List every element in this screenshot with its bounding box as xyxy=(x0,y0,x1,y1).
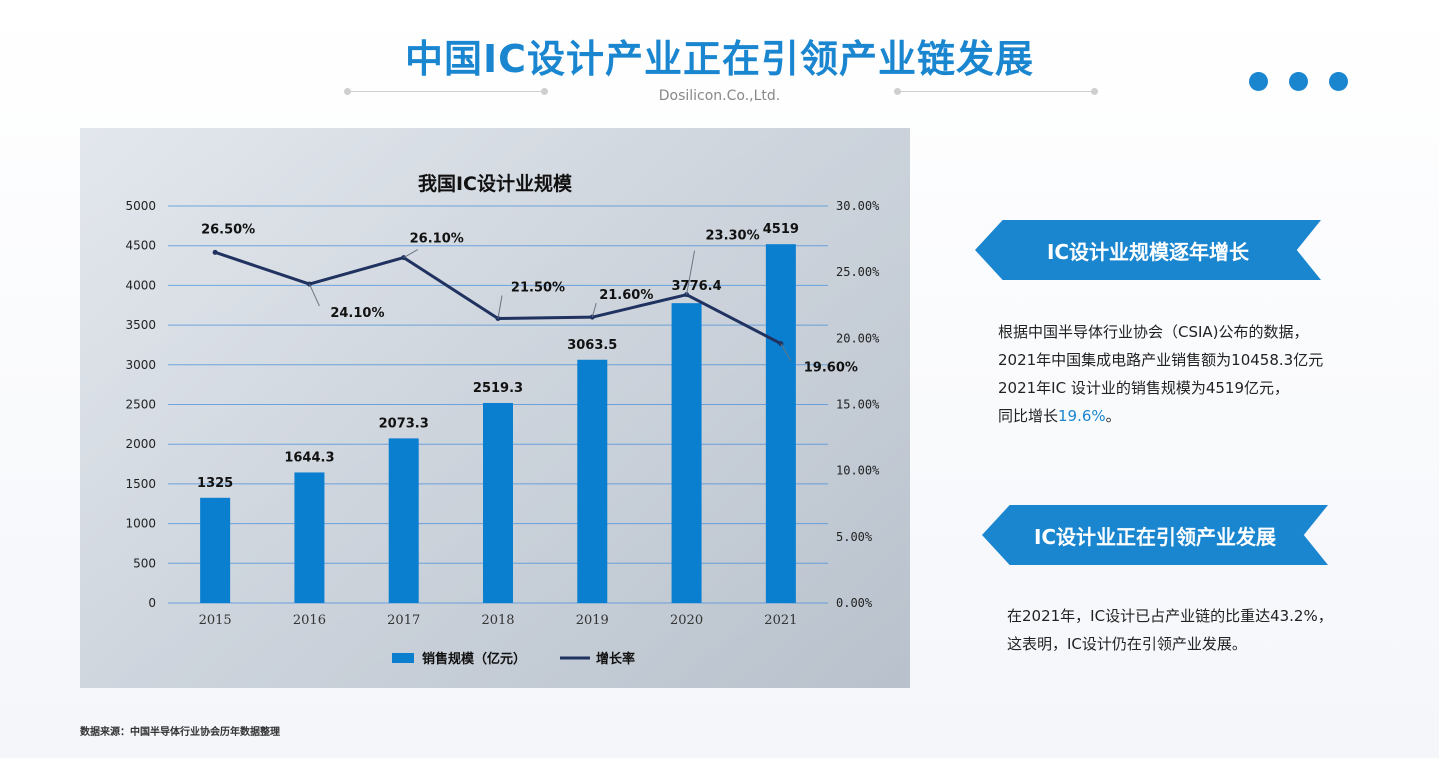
bar-data-label: 1325 xyxy=(197,476,233,491)
y-left-tick-label: 4000 xyxy=(125,278,156,292)
bar-data-label: 3063.5 xyxy=(567,338,617,353)
decorative-dot xyxy=(1329,72,1348,91)
y-left-tick-label: 5000 xyxy=(125,199,156,213)
section-banner-growth: IC设计业规模逐年增长 xyxy=(975,220,1321,280)
y-left-tick-label: 1000 xyxy=(125,517,156,531)
page-title: 中国IC设计产业正在引领产业链发展 xyxy=(404,37,1035,81)
y-left-tick-label: 500 xyxy=(133,556,156,570)
legend-swatch-sales xyxy=(392,653,414,663)
line-data-label: 19.60% xyxy=(804,361,858,376)
data-label-leader xyxy=(686,250,696,295)
y-right-tick-label: 25.00% xyxy=(836,265,880,279)
text-line: 这表明，IC设计仍在引领产业发展。 xyxy=(1007,635,1247,653)
section-text-growth: 根据中国半导体行业协会（CSIA)公布的数据， 2021年中国集成电路产业销售额… xyxy=(998,318,1418,430)
x-tick-label: 2017 xyxy=(387,613,420,628)
y-right-tick-label: 15.00% xyxy=(836,398,880,412)
data-label-leader xyxy=(308,283,320,307)
text-line: 根据中国半导体行业协会（CSIA)公布的数据， xyxy=(998,323,1309,341)
line-data-label: 24.10% xyxy=(330,306,384,321)
y-right-tick-label: 20.00% xyxy=(836,331,880,345)
decorative-dot xyxy=(1249,72,1268,91)
bar xyxy=(483,402,513,603)
ic-design-scale-chart: 0 500 1000 1500 2000 2500 3000 3500 4000 4500 5000… xyxy=(80,128,910,688)
data-source-note: 数据来源：中国半导体行业协会历年数据整理 xyxy=(80,727,280,738)
bar-data-label: 2519.3 xyxy=(473,381,523,396)
text-line: 2021年中国集成电路产业销售额为10458.3亿元 xyxy=(998,351,1324,369)
y-right-tick-label: 10.00% xyxy=(836,464,880,478)
legend-label-growth: 增长率 xyxy=(596,651,635,667)
line-data-label: 23.30% xyxy=(705,229,759,244)
decorative-line-right xyxy=(894,88,1098,95)
data-label-leader xyxy=(780,343,792,361)
bar-data-label: 4519 xyxy=(763,222,799,237)
bar xyxy=(294,472,325,603)
line-data-label: 21.50% xyxy=(511,280,565,295)
chart-title: 我国IC设计业规模 xyxy=(418,172,573,195)
growth-highlight: 19.6% xyxy=(1058,407,1106,425)
x-tick-label: 2020 xyxy=(670,613,703,628)
decorative-line-left xyxy=(344,88,548,95)
bar xyxy=(577,359,608,603)
bar xyxy=(671,303,702,603)
bar-data-label: 3776.4 xyxy=(671,279,721,294)
bar-data-label: 1644.3 xyxy=(284,450,334,465)
y-left-tick-label: 1500 xyxy=(125,477,156,491)
line-data-label: 26.10% xyxy=(410,232,464,247)
data-label-leader xyxy=(591,303,597,318)
y-left-tick-label: 3000 xyxy=(125,358,156,372)
text-line: 同比增长19.6%。 xyxy=(998,402,1418,430)
text-line: 2021年IC 设计业的销售规模为4519亿元， xyxy=(998,379,1290,397)
y-right-tick-label: 0.00% xyxy=(836,596,873,610)
section-text-leading: 在2021年，IC设计已占产业链的比重达43.2%， 这表明，IC设计仍在引领产… xyxy=(1007,602,1427,658)
bar xyxy=(388,438,419,603)
y-left-tick-label: 3500 xyxy=(125,318,156,332)
y-left-tick-label: 2000 xyxy=(125,437,156,451)
bar xyxy=(200,497,231,603)
line-data-label: 21.60% xyxy=(599,288,653,303)
x-tick-label: 2019 xyxy=(576,613,609,628)
x-tick-label: 2016 xyxy=(293,613,326,628)
growth-rate-point xyxy=(778,341,784,347)
y-right-tick-label: 30.00% xyxy=(836,199,880,213)
x-tick-label: 2015 xyxy=(199,613,232,628)
y-left-tick-label: 2500 xyxy=(125,398,156,412)
y-left-tick-label: 4500 xyxy=(125,239,156,253)
data-label-leader xyxy=(497,295,503,319)
text-prefix: 同比增长 xyxy=(998,407,1059,425)
y-right-tick-label: 5.00% xyxy=(836,530,873,544)
x-tick-label: 2021 xyxy=(764,613,797,628)
bar-data-label: 2073.3 xyxy=(379,416,429,431)
bar xyxy=(765,244,796,603)
text-line: 在2021年，IC设计已占产业链的比重达43.2%， xyxy=(1007,607,1333,625)
growth-rate-point xyxy=(212,249,218,255)
line-data-label: 26.50% xyxy=(201,222,255,237)
x-tick-label: 2018 xyxy=(481,613,514,628)
data-label-leader xyxy=(403,249,418,259)
y-left-tick-label: 0 xyxy=(148,596,156,610)
section-banner-leading: IC设计业正在引领产业发展 xyxy=(982,505,1328,565)
text-suffix: 。 xyxy=(1105,407,1121,425)
legend-label-sales: 销售规模（亿元） xyxy=(422,651,526,667)
company-subtitle: Dosilicon.Co.,Ltd. xyxy=(658,88,781,104)
decorative-dot xyxy=(1289,72,1308,91)
chart-panel: 0 500 1000 1500 2000 2500 3000 3500 4000 4500 5000… xyxy=(80,128,910,688)
